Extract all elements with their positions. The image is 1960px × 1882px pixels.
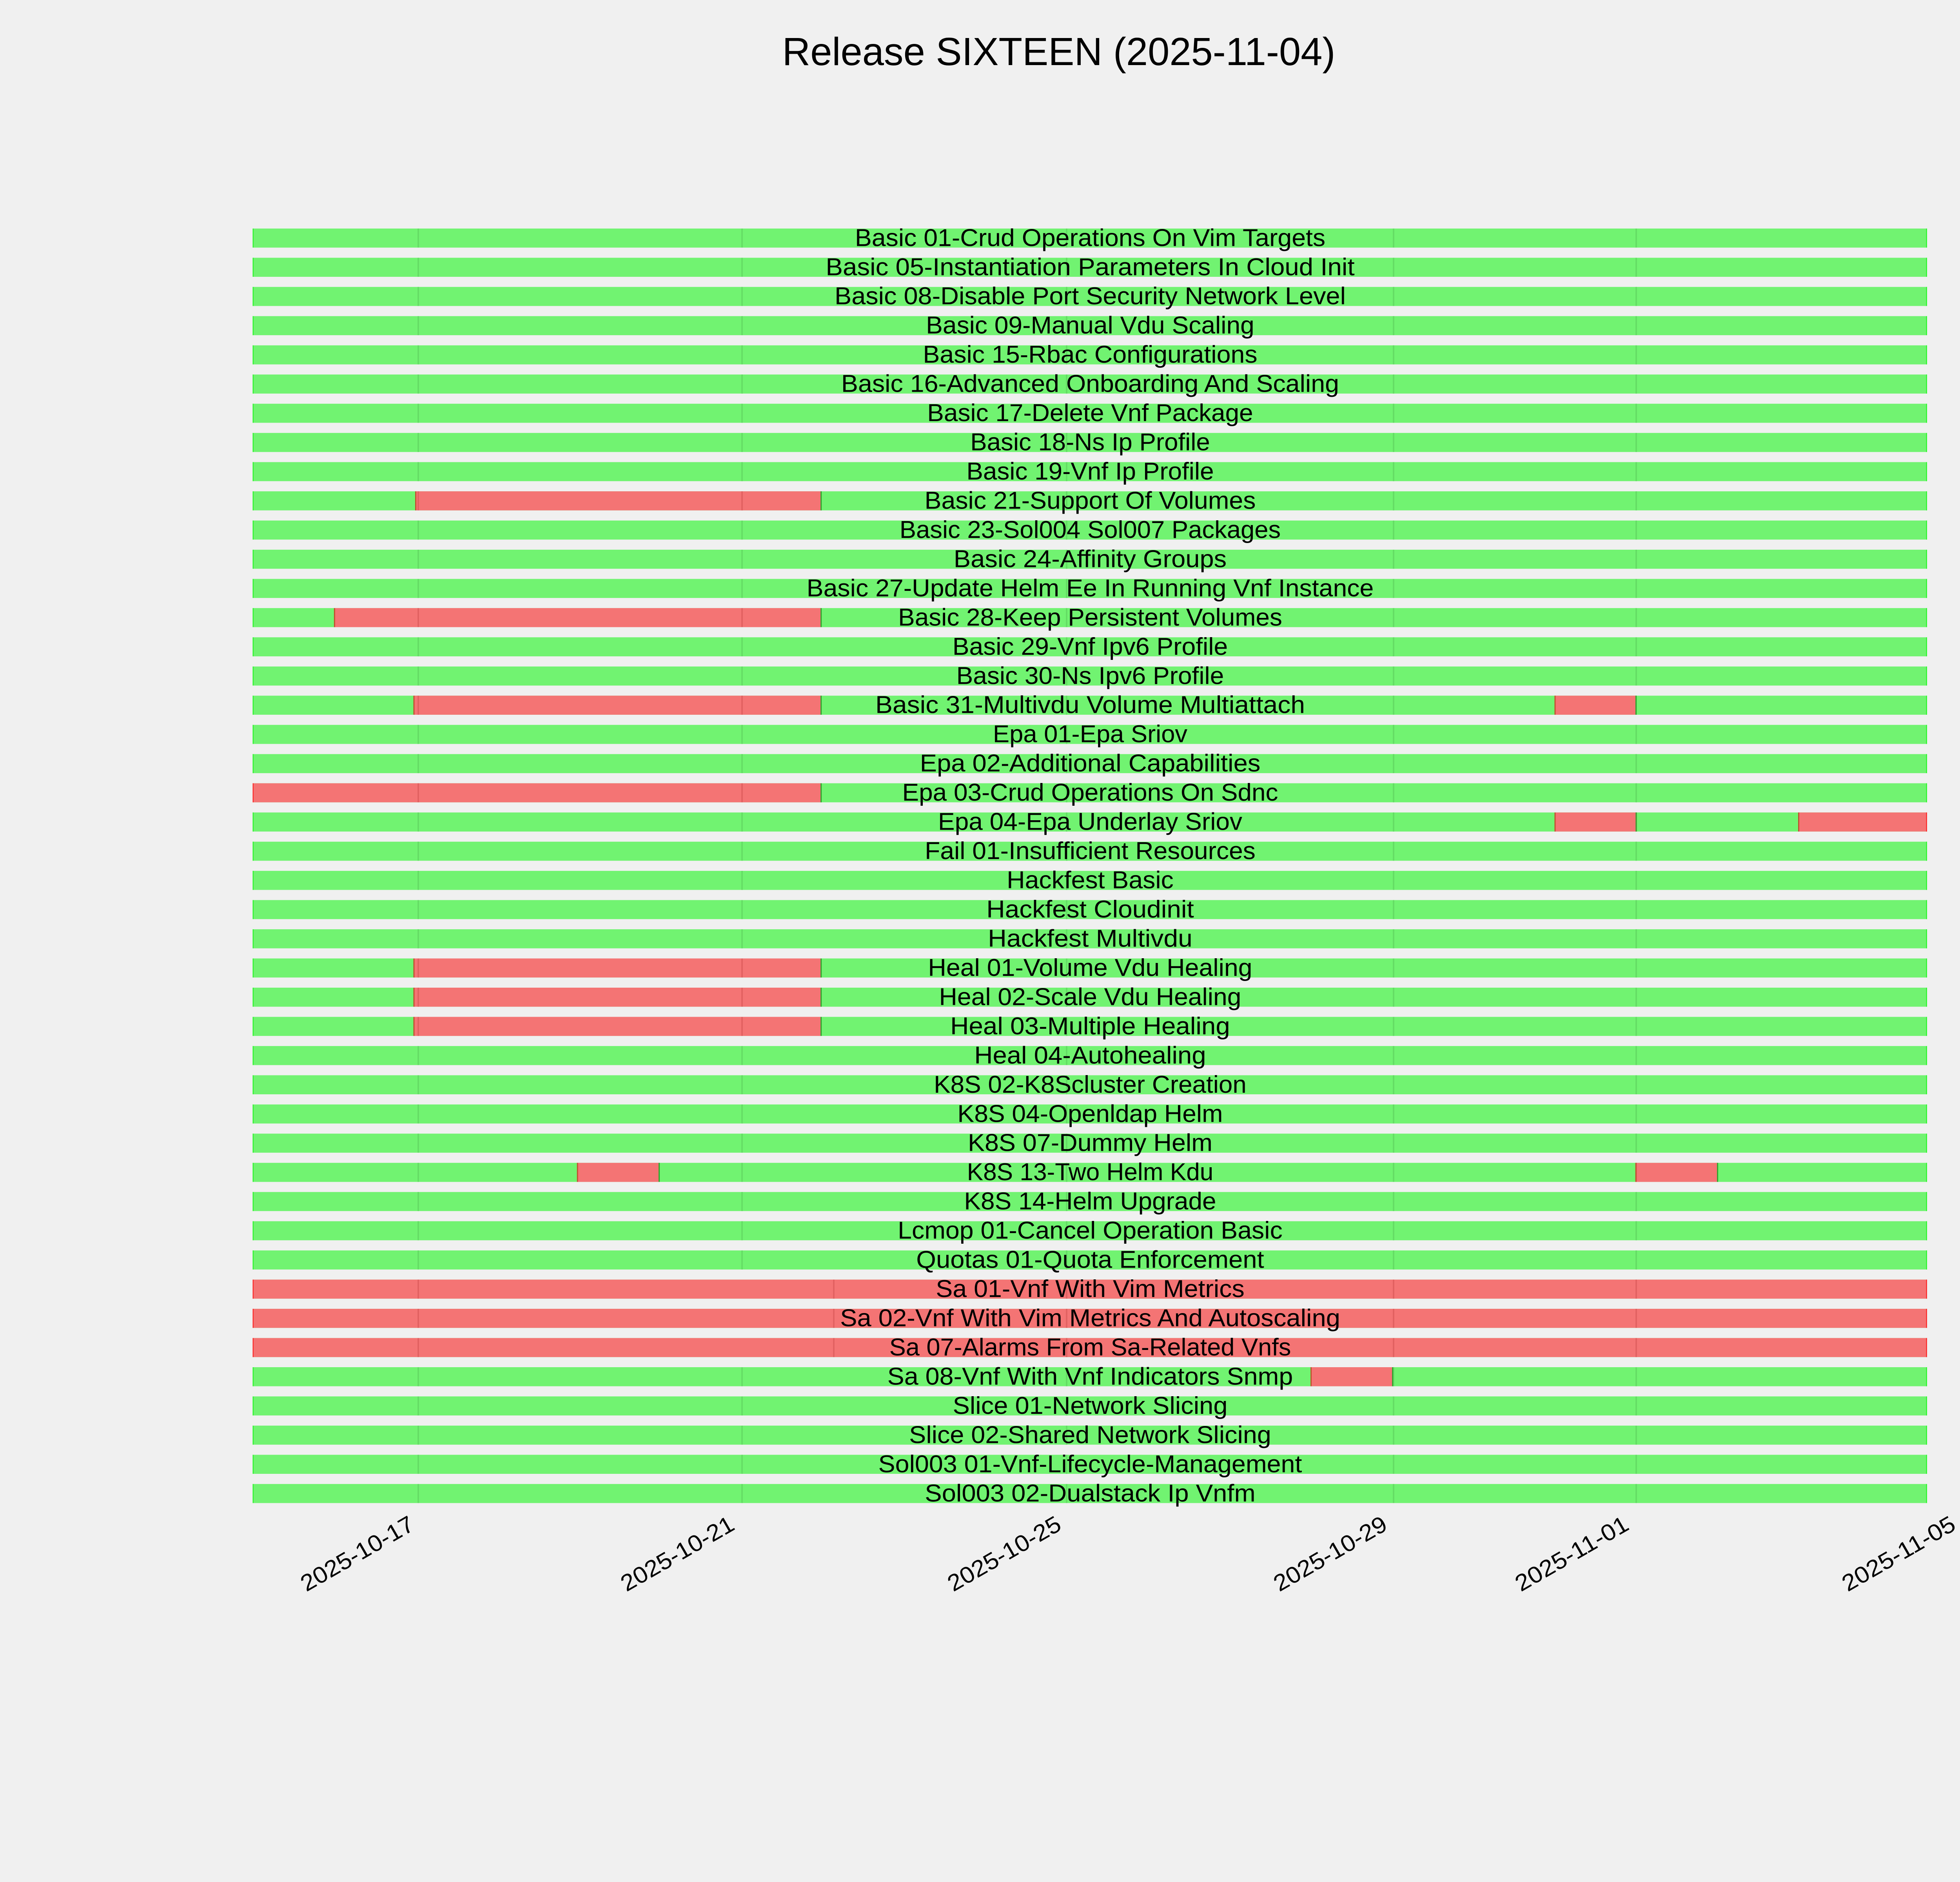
svg-text:Epa 02-Additional Capabilities: Epa 02-Additional Capabilities: [920, 750, 1261, 777]
svg-text:K8S 02-K8Scluster Creation: K8S 02-K8Scluster Creation: [934, 1071, 1247, 1098]
svg-text:Epa 01-Epa Sriov: Epa 01-Epa Sriov: [993, 721, 1187, 748]
svg-text:Sol003 01-Vnf-Lifecycle-Manage: Sol003 01-Vnf-Lifecycle-Management: [878, 1451, 1302, 1478]
svg-text:Basic 19-Vnf Ip Profile: Basic 19-Vnf Ip Profile: [966, 458, 1214, 485]
svg-text:Heal 02-Scale Vdu Healing: Heal 02-Scale Vdu Healing: [939, 983, 1241, 1010]
svg-text:Sol003 02-Dualstack Ip Vnfm: Sol003 02-Dualstack Ip Vnfm: [925, 1480, 1256, 1507]
svg-text:K8S 07-Dummy Helm: K8S 07-Dummy Helm: [968, 1130, 1212, 1157]
svg-text:K8S 14-Helm Upgrade: K8S 14-Helm Upgrade: [964, 1188, 1216, 1215]
svg-text:Basic 21-Support Of Volumes: Basic 21-Support Of Volumes: [925, 487, 1256, 514]
svg-text:Basic 17-Delete Vnf Package: Basic 17-Delete Vnf Package: [927, 400, 1253, 427]
svg-text:Sa 07-Alarms From Sa-Related V: Sa 07-Alarms From Sa-Related Vnfs: [889, 1334, 1291, 1361]
svg-text:Basic 16-Advanced Onboarding A: Basic 16-Advanced Onboarding And Scaling: [841, 371, 1339, 398]
svg-text:Fail 01-Insufficient Resources: Fail 01-Insufficient Resources: [925, 837, 1256, 865]
svg-text:Basic 01-Crud Operations On Vi: Basic 01-Crud Operations On Vim Targets: [855, 224, 1325, 251]
svg-text:Slice 02-Shared Network Slicin: Slice 02-Shared Network Slicing: [909, 1421, 1271, 1448]
svg-text:K8S 13-Two Helm Kdu: K8S 13-Two Helm Kdu: [967, 1159, 1214, 1186]
svg-text:Hackfest Cloudinit: Hackfest Cloudinit: [986, 896, 1194, 923]
svg-text:Sa 01-Vnf With Vim Metrics: Sa 01-Vnf With Vim Metrics: [936, 1275, 1245, 1303]
svg-text:Quotas 01-Quota Enforcement: Quotas 01-Quota Enforcement: [916, 1246, 1264, 1273]
svg-text:Lcmop 01-Cancel Operation Basi: Lcmop 01-Cancel Operation Basic: [898, 1217, 1283, 1244]
svg-text:Heal 01-Volume Vdu Healing: Heal 01-Volume Vdu Healing: [928, 954, 1252, 981]
svg-text:Hackfest Basic: Hackfest Basic: [1007, 867, 1174, 894]
svg-text:Basic 23-Sol004 Sol007 Package: Basic 23-Sol004 Sol007 Packages: [900, 516, 1281, 543]
svg-text:Epa 03-Crud Operations On Sdnc: Epa 03-Crud Operations On Sdnc: [902, 779, 1278, 806]
svg-text:Basic 30-Ns Ipv6 Profile: Basic 30-Ns Ipv6 Profile: [956, 662, 1224, 689]
svg-text:Slice 01-Network Slicing: Slice 01-Network Slicing: [953, 1392, 1228, 1419]
svg-text:Sa 08-Vnf With Vnf Indicators: Sa 08-Vnf With Vnf Indicators Snmp: [887, 1363, 1293, 1390]
svg-text:Basic 18-Ns Ip Profile: Basic 18-Ns Ip Profile: [970, 429, 1210, 456]
svg-text:K8S 04-Openldap Helm: K8S 04-Openldap Helm: [957, 1100, 1223, 1127]
svg-text:Basic 29-Vnf Ipv6 Profile: Basic 29-Vnf Ipv6 Profile: [953, 633, 1228, 660]
svg-text:Basic 09-Manual Vdu Scaling: Basic 09-Manual Vdu Scaling: [926, 312, 1254, 339]
svg-text:Basic 08-Disable Port Security: Basic 08-Disable Port Security Network L…: [835, 283, 1346, 310]
svg-text:Heal 04-Autohealing: Heal 04-Autohealing: [974, 1042, 1206, 1069]
svg-text:Basic 31-Multivdu Volume Multi: Basic 31-Multivdu Volume Multiattach: [875, 692, 1305, 719]
svg-text:Heal 03-Multiple Healing: Heal 03-Multiple Healing: [950, 1013, 1230, 1040]
svg-text:Basic 15-Rbac Configurations: Basic 15-Rbac Configurations: [923, 341, 1257, 368]
svg-text:Basic 27-Update Helm Ee In Run: Basic 27-Update Helm Ee In Running Vnf I…: [807, 575, 1374, 602]
svg-text:Epa 04-Epa Underlay Sriov: Epa 04-Epa Underlay Sriov: [938, 808, 1242, 836]
svg-text:Basic 24-Affinity Groups: Basic 24-Affinity Groups: [954, 545, 1227, 572]
svg-text:Sa 02-Vnf With Vim Metrics And: Sa 02-Vnf With Vim Metrics And Autoscali…: [840, 1305, 1340, 1332]
svg-text:Basic 05-Instantiation Paramet: Basic 05-Instantiation Parameters In Clo…: [826, 254, 1354, 281]
svg-text:Hackfest Multivdu: Hackfest Multivdu: [988, 925, 1192, 952]
svg-text:Release SIXTEEN (2025-11-04): Release SIXTEEN (2025-11-04): [782, 30, 1336, 74]
svg-text:Basic 28-Keep Persistent Volum: Basic 28-Keep Persistent Volumes: [898, 604, 1282, 631]
